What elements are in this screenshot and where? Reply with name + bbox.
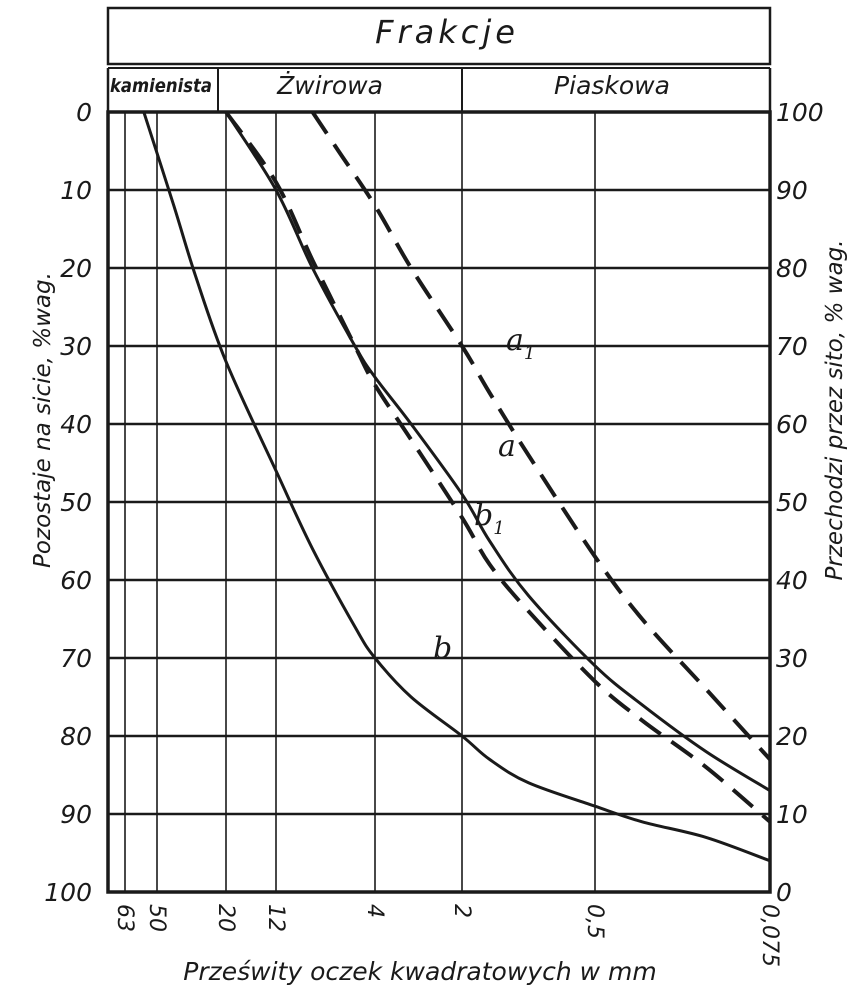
- x-tick-label: 2: [449, 904, 474, 918]
- y-axis-title-left: Pozostaje na sicie, %wag.: [30, 272, 56, 568]
- x-tick-label: 12: [263, 904, 288, 932]
- y-left-tick-label: 50: [60, 488, 92, 517]
- header-title: Frakcje: [375, 13, 519, 51]
- series-layer: [142, 110, 772, 863]
- x-tick-label: 4: [362, 904, 387, 918]
- curve-label-a: a: [498, 429, 516, 464]
- grid: [108, 112, 770, 892]
- y-left-tick-label: 30: [60, 332, 92, 361]
- curve-label-a1: a1: [506, 323, 535, 364]
- plot-area-border: [106, 110, 772, 894]
- y-left-tick-label: 10: [60, 176, 92, 205]
- y-right-tick-label: 40: [776, 566, 808, 595]
- x-tick-label: 50: [144, 904, 169, 932]
- fraction-label-stone: kamienista: [110, 75, 212, 97]
- series-line-b: [142, 111, 771, 863]
- curve-label-b: b: [433, 631, 452, 666]
- header-box: [106, 6, 772, 66]
- series-line-a: [224, 111, 771, 792]
- y-left-tick-label: 100: [44, 878, 92, 907]
- fraction-label-gravel: Żwirowa: [276, 71, 383, 100]
- labels-layer: Frakcje kamienista Żwirowa Piaskowa Pozo…: [30, 13, 848, 986]
- x-tick-label: 20: [213, 904, 238, 932]
- y-left-tick-label: 0: [76, 98, 92, 127]
- y-right-tick-label: 80: [776, 254, 808, 283]
- y-right-tick-label: 20: [776, 722, 808, 751]
- y-right-tick-label: 60: [776, 410, 808, 439]
- series-line-b1: [224, 110, 772, 824]
- y-right-tick-label: 90: [776, 176, 808, 205]
- fraction-label-sand: Piaskowa: [554, 71, 670, 100]
- y-axis-title-right: Przechodzi przez sito, % wag.: [822, 240, 848, 581]
- x-tick-label: 0,5: [582, 904, 607, 939]
- y-right-tick-label: 100: [776, 98, 824, 127]
- curve-label-b1: b1: [474, 498, 505, 539]
- y-right-tick-label: 30: [776, 644, 808, 673]
- y-left-tick-label: 90: [60, 800, 92, 829]
- y-right-tick-label: 10: [776, 800, 808, 829]
- series-line-a1: [310, 110, 772, 761]
- y-left-tick-label: 80: [60, 722, 92, 751]
- x-axis-title: Prześwity oczek kwadratowych w mm: [183, 957, 656, 986]
- y-left-tick-label: 60: [60, 566, 92, 595]
- frame: [106, 6, 772, 894]
- y-right-tick-label: 70: [776, 332, 808, 361]
- y-right-tick-label: 0: [776, 878, 792, 907]
- x-tick-label: 63: [112, 904, 137, 932]
- x-tick-label: 0,075: [757, 904, 782, 967]
- y-left-tick-label: 20: [60, 254, 92, 283]
- y-right-tick-label: 50: [776, 488, 808, 517]
- y-left-tick-label: 70: [60, 644, 92, 673]
- y-left-tick-label: 40: [60, 410, 92, 439]
